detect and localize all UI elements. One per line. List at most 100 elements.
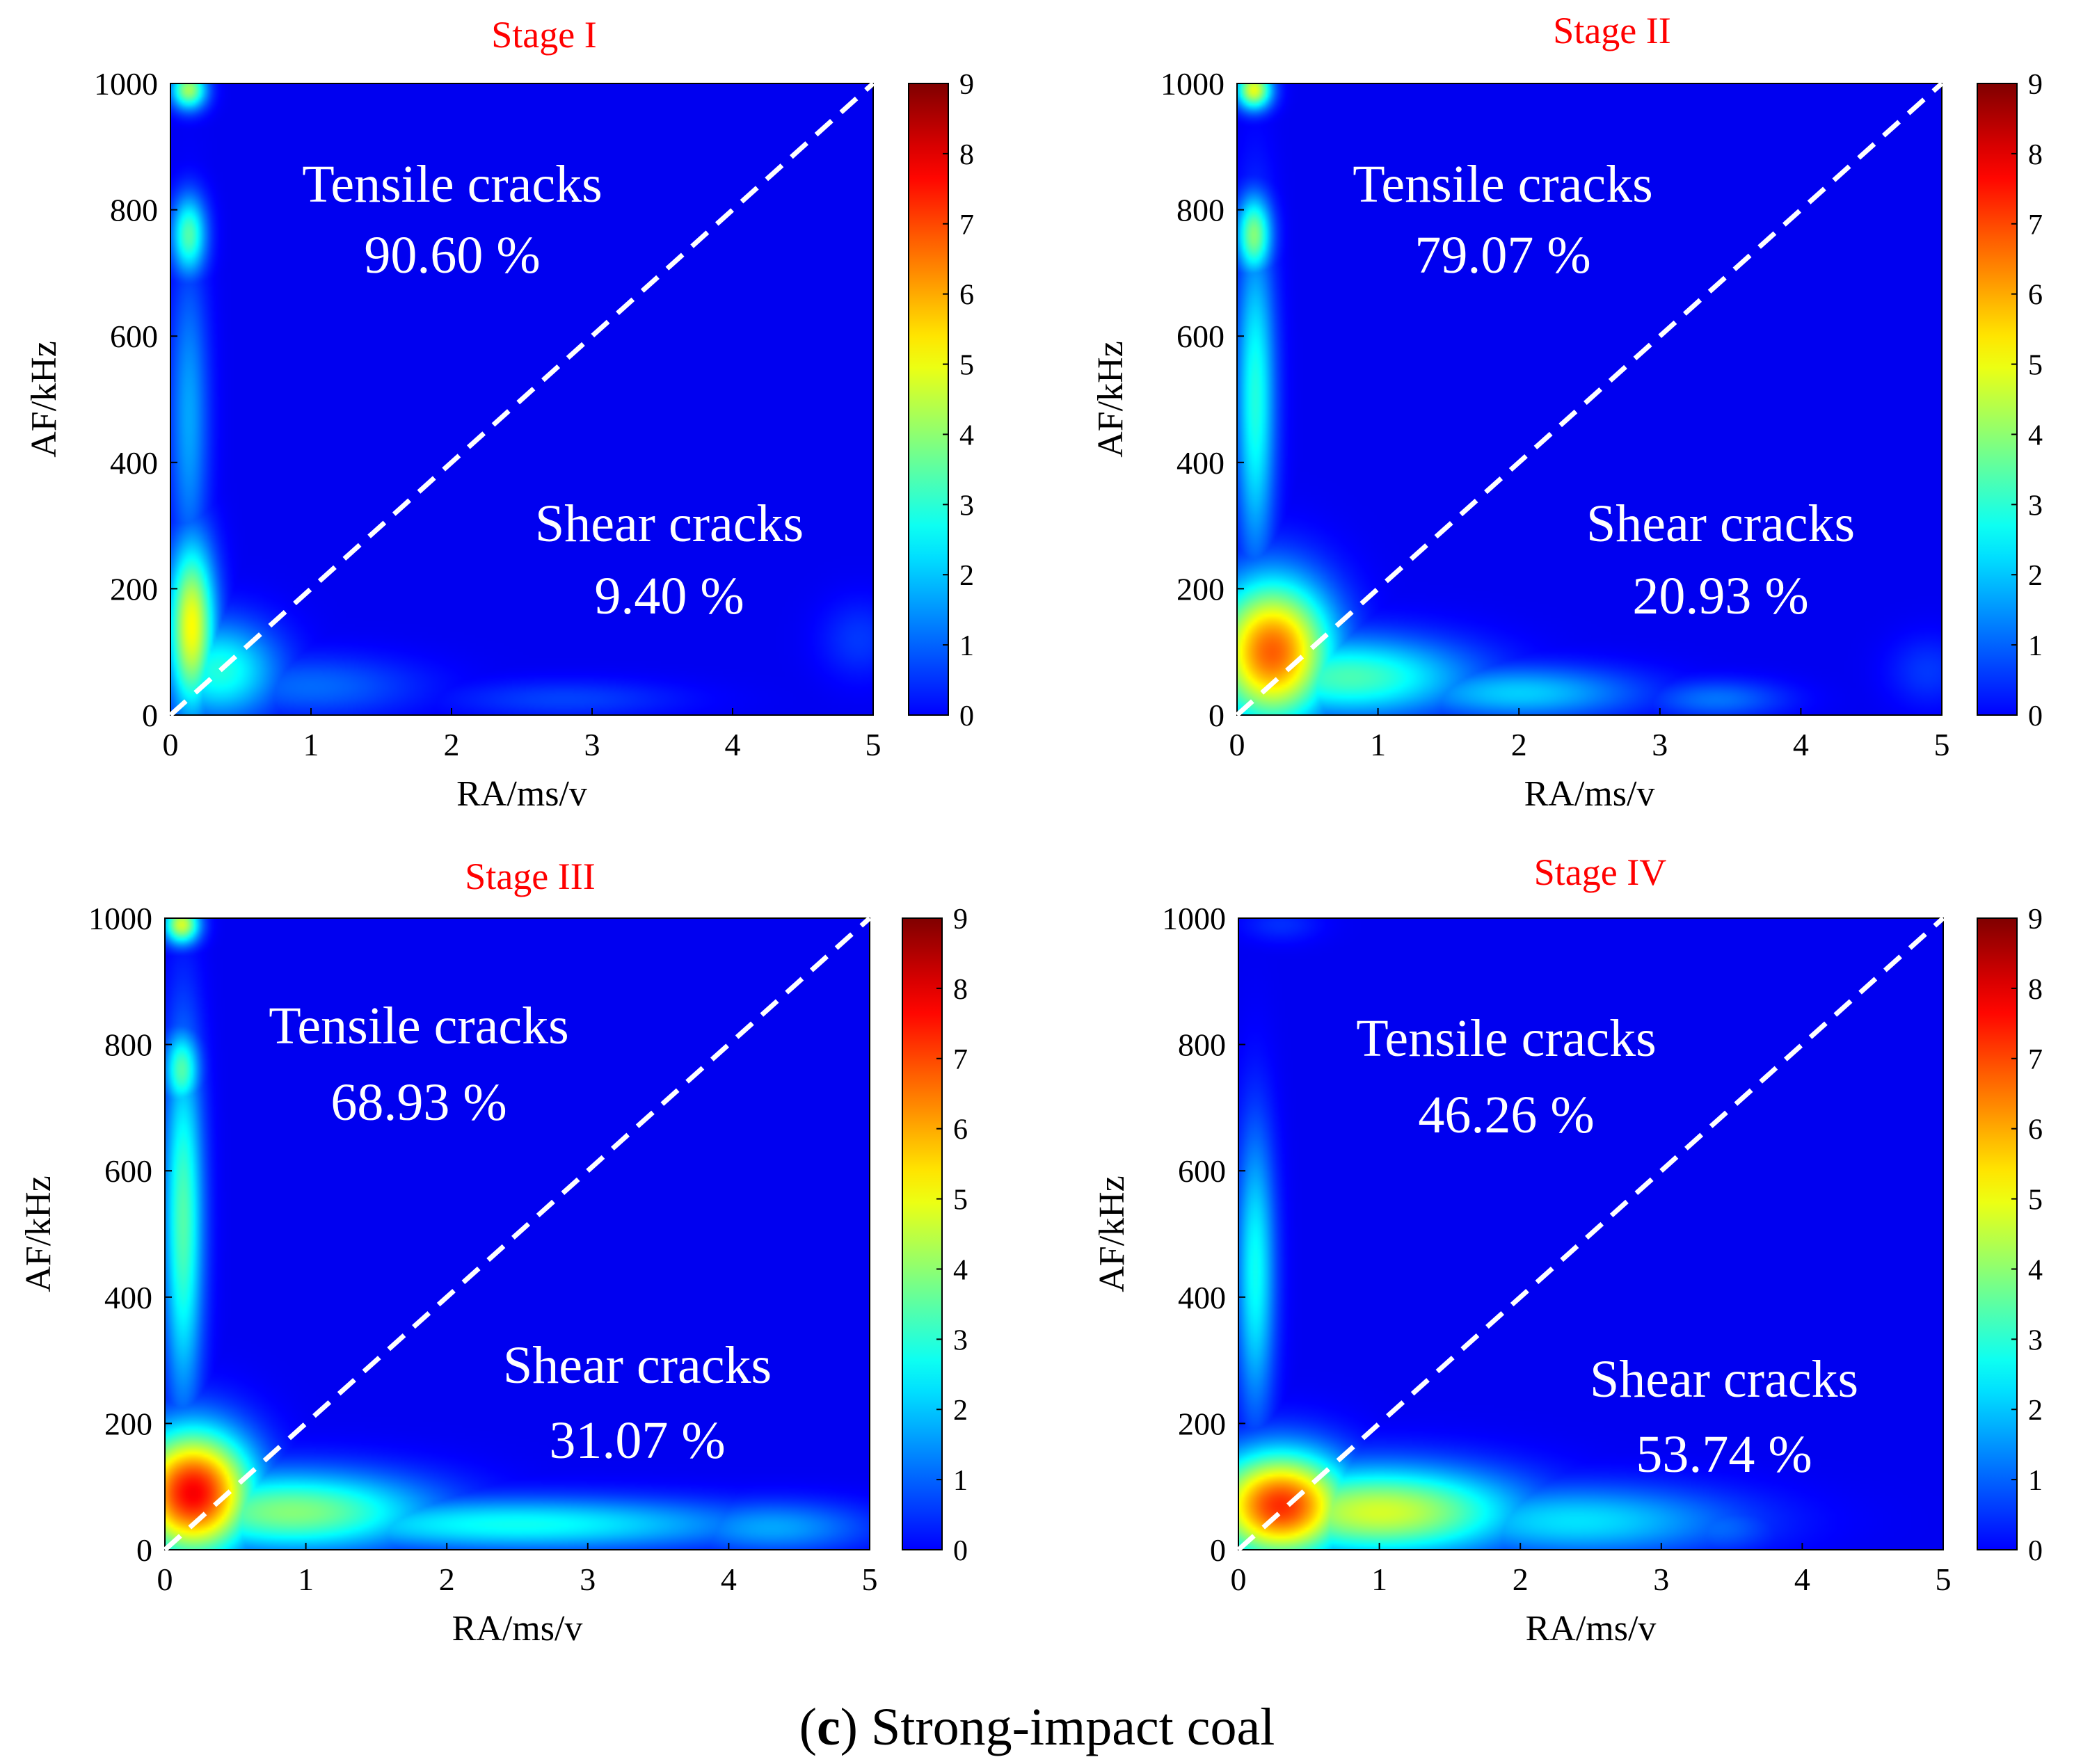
panel-stage-2: 0 1 2 3 4 5 0 200 400 600 800 1000 RA/ms/v AF/kHz Stag… (1091, 10, 2043, 814)
y-tick-label: 0 (1208, 698, 1225, 733)
y-tick-label: 0 (142, 698, 158, 733)
x-tick-label: 1 (1371, 1562, 1387, 1597)
colorbar-tick-label: 4 (959, 419, 974, 451)
shear-percent: 53.74 % (1636, 1425, 1812, 1484)
colorbar-tick-label: 2 (2028, 560, 2043, 592)
colorbar-tick-label: 4 (2028, 419, 2043, 451)
x-tick-label: 1 (1370, 727, 1386, 762)
x-axis-label: RA/ms/v (452, 1609, 583, 1649)
colorbar-tick-label: 7 (2028, 1044, 2043, 1076)
tensile-percent: 68.93 % (330, 1073, 506, 1132)
plot-frame (170, 83, 874, 716)
tensile-label: Tensile cracks (302, 155, 602, 214)
x-tick-label: 5 (1936, 1562, 1952, 1597)
y-tick-label: 200 (1178, 1406, 1226, 1441)
colorbar-tick-label: 7 (2028, 209, 2043, 241)
colorbar-tick-label: 5 (953, 1185, 968, 1217)
shear-percent: 31.07 % (549, 1411, 725, 1470)
caption-letter: c (816, 1698, 840, 1756)
x-axis-label: RA/ms/v (1526, 1609, 1657, 1649)
y-tick-label: 600 (110, 319, 158, 354)
x-axis-label: RA/ms/v (1524, 774, 1655, 814)
x-tick-label: 3 (584, 727, 600, 762)
x-tick-label: 0 (1229, 727, 1245, 762)
colorbar-tick-label: 5 (2028, 1185, 2043, 1217)
divider-line (168, 81, 875, 717)
y-tick-label: 600 (104, 1153, 152, 1189)
y-tick-label: 400 (104, 1280, 152, 1315)
shear-label: Shear cracks (503, 1336, 772, 1395)
stage-title: Stage III (465, 856, 595, 897)
x-tick-label: 4 (1794, 1562, 1810, 1597)
colorbar-tick-label: 8 (2028, 974, 2043, 1006)
x-tick-label: 3 (580, 1562, 596, 1597)
x-tick-label: 2 (1513, 1562, 1529, 1597)
colorbar-tick-label: 0 (959, 700, 974, 732)
colorbar-tick-label: 3 (953, 1324, 968, 1356)
y-tick-label: 1000 (88, 901, 152, 936)
shear-percent: 9.40 % (594, 567, 744, 625)
stage-title: Stage I (491, 14, 596, 56)
colorbar-tick-label: 6 (959, 280, 974, 312)
shear-percent: 20.93 % (1632, 567, 1808, 625)
y-tick-label: 800 (104, 1027, 152, 1063)
x-tick-label: 0 (157, 1562, 173, 1597)
y-axis-label: AF/kHz (1092, 1176, 1132, 1292)
tensile-percent: 90.60 % (364, 226, 540, 284)
colorbar-tick-label: 1 (2028, 1465, 2043, 1497)
x-tick-label: 2 (1511, 727, 1527, 762)
shear-label: Shear cracks (1586, 495, 1855, 553)
y-tick-label: 200 (1176, 571, 1225, 607)
panel-stage-1: 0 1 2 3 4 5 0 200 400 600 800 1000 RA/ms/v AF/kHz Stag… (24, 14, 974, 814)
colorbar-tick-label: 2 (2028, 1395, 2043, 1427)
colorbar-tick-label: 2 (959, 560, 974, 592)
x-tick-label: 2 (439, 1562, 455, 1597)
y-tick-label: 0 (1210, 1532, 1226, 1568)
stage-title: Stage II (1553, 10, 1670, 51)
x-tick-label: 5 (862, 1562, 878, 1597)
colorbar-tick-label: 3 (2028, 1324, 2043, 1356)
colorbar-tick-label: 6 (953, 1114, 968, 1146)
colorbar-tick-label: 4 (2028, 1254, 2043, 1286)
y-tick-label: 600 (1178, 1153, 1226, 1189)
tensile-label: Tensile cracks (1356, 1009, 1656, 1068)
colorbar-tick-label: 7 (953, 1044, 968, 1076)
x-tick-label: 4 (1793, 727, 1809, 762)
colorbar-tick-label: 5 (959, 350, 974, 382)
colorbar-tick-label: 0 (2028, 1535, 2043, 1567)
divider-line (1236, 916, 1945, 1552)
tensile-percent: 79.07 % (1414, 226, 1590, 284)
colorbar-tick-label: 0 (2028, 700, 2043, 732)
y-axis-label: AF/kHz (1091, 341, 1131, 458)
colorbar-tick-label: 6 (2028, 280, 2043, 312)
y-tick-label: 1000 (94, 66, 158, 102)
y-tick-label: 1000 (1162, 901, 1226, 936)
colorbar-tick-label: 8 (953, 974, 968, 1006)
colorbar-tick-label: 1 (2028, 630, 2043, 662)
x-tick-label: 0 (1231, 1562, 1247, 1597)
x-tick-label: 4 (721, 1562, 737, 1597)
x-tick-label: 1 (298, 1562, 314, 1597)
tensile-label: Tensile cracks (1353, 155, 1652, 214)
figure-caption: (c) Strong-impact coal (799, 1698, 1275, 1756)
stage-title: Stage IV (1534, 851, 1666, 893)
y-tick-label: 400 (1176, 445, 1225, 481)
colorbar-tick-label: 7 (959, 209, 974, 241)
y-tick-label: 200 (110, 571, 158, 607)
colorbar-tick-label: 4 (953, 1254, 968, 1286)
y-tick-label: 1000 (1160, 66, 1225, 102)
colorbar-tick-label: 5 (2028, 350, 2043, 382)
tensile-label: Tensile cracks (269, 997, 568, 1055)
x-tick-label: 3 (1652, 727, 1668, 762)
panel-stage-4: 0 1 2 3 4 5 0 200 400 600 800 1000 RA/ms/v AF/kHz Stag… (1092, 851, 2043, 1649)
y-tick-label: 400 (1178, 1280, 1226, 1315)
colorbar-tick-label: 6 (2028, 1114, 2043, 1146)
y-axis-label: AF/kHz (19, 1176, 58, 1292)
y-tick-label: 600 (1176, 319, 1225, 354)
colorbar-tick-label: 8 (2028, 139, 2043, 171)
x-tick-label: 2 (444, 727, 460, 762)
x-tick-label: 5 (1934, 727, 1950, 762)
x-tick-label: 5 (866, 727, 882, 762)
y-tick-label: 800 (1176, 193, 1225, 228)
